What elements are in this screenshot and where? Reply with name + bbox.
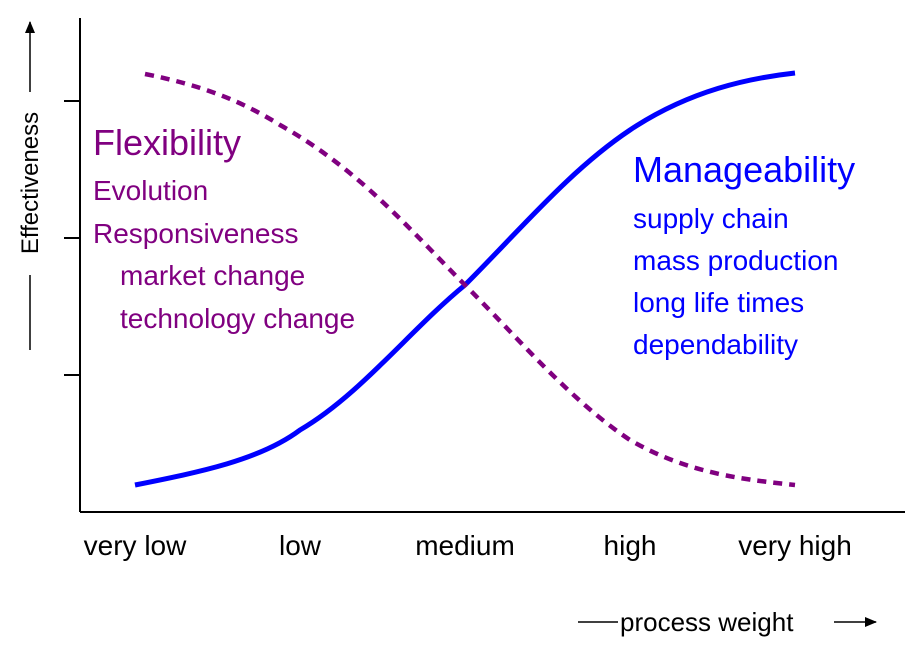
- flexibility-subitem: market change: [120, 260, 305, 291]
- manageability-item: dependability: [633, 329, 798, 360]
- y-axis-label: Effectiveness: [17, 112, 44, 254]
- manageability-title: Manageability: [633, 149, 855, 190]
- x-category-label: high: [604, 530, 657, 561]
- x-category-label: medium: [415, 530, 515, 561]
- flexibility-curve: [144, 71, 796, 488]
- manageability-item: long life times: [633, 287, 804, 318]
- manageability-item: supply chain: [633, 203, 789, 234]
- manageability-item: mass production: [633, 245, 838, 276]
- x-category-label: low: [279, 530, 322, 561]
- flexibility-subitem: technology change: [120, 303, 355, 334]
- flexibility-item: Responsiveness: [93, 218, 298, 249]
- x-category-label: very low: [84, 530, 187, 561]
- flexibility-item: Evolution: [93, 175, 208, 206]
- flexibility-title: Flexibility: [93, 122, 241, 163]
- x-axis-label: process weight: [620, 607, 794, 637]
- x-categories: very low low medium high very high: [84, 530, 852, 561]
- x-category-label: very high: [738, 530, 852, 561]
